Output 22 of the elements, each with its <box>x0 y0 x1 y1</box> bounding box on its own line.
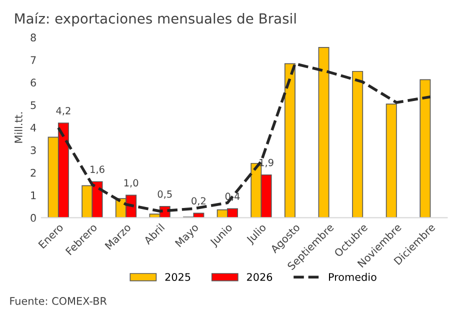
legend-label: Promedio <box>329 272 376 281</box>
legend-label: 2026 <box>247 273 272 281</box>
y-tick-label: 2 <box>30 168 36 177</box>
chart-title: Maíz: exportaciones mensuales de Brasil <box>15 12 296 26</box>
data-label: 1,9 <box>260 158 274 168</box>
y-tick-label: 5 <box>30 101 36 110</box>
legend-label: 2025 <box>165 273 190 281</box>
data-label: 0,2 <box>192 197 206 206</box>
data-label: 0,4 <box>225 192 240 202</box>
data-label: 1,6 <box>90 166 104 174</box>
data-label: 0,5 <box>158 190 172 199</box>
y-tick-label: 3 <box>30 146 36 154</box>
source-note: Fuente: COMEX-BR <box>10 297 107 305</box>
y-tick-label: 1 <box>31 192 36 200</box>
y-tick-label: 8 <box>30 34 36 42</box>
data-label: 4,2 <box>56 107 70 116</box>
y-tick-label: 0 <box>30 214 36 222</box>
y-tick-label: 6 <box>30 78 36 87</box>
y-tick-label: 4 <box>30 124 36 132</box>
y-tick-label: 7 <box>30 56 36 64</box>
data-label: 1,0 <box>124 179 138 188</box>
y-axis-title: Mill.tt. <box>14 112 22 143</box>
